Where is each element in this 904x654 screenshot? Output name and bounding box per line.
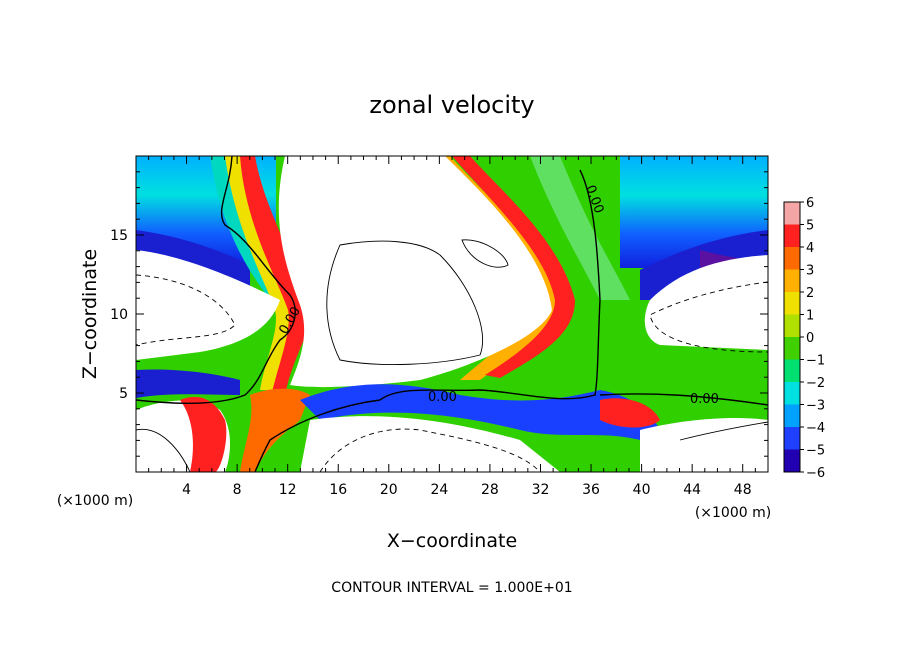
colorbar-label: 5 [806,219,814,234]
x-tick-label: 16 [329,482,347,498]
colorbar-swatch [784,292,800,315]
colorbar-swatch [784,337,800,360]
heatmap-field [136,156,768,472]
y-tick-label: 10 [110,307,128,323]
colorbar-label: 4 [806,241,814,256]
colorbar-swatch [784,404,800,428]
chart-title: zonal velocity [369,91,534,119]
contour-label-mid: 0.00 [428,390,457,405]
x-tick-label: 40 [633,482,651,498]
y-tick-label: 15 [110,228,128,244]
colorbar-swatch [784,269,800,293]
x-axis-label: X−coordinate [387,530,517,552]
colorbar-label: −5 [806,444,825,459]
dashed-contours [136,274,768,472]
x-tick-label: 28 [481,482,499,498]
colorbar-label: 3 [806,264,814,279]
x-tick-label: 4 [182,482,191,498]
colorbar-label: 1 [806,309,814,324]
contour-interval-footer: CONTOUR INTERVAL = 1.000E+01 [331,580,572,596]
x-tick-label: 48 [734,482,752,498]
colorbar-label: −4 [806,421,825,436]
x-tick-label: 32 [532,482,550,498]
colorbar-label: −1 [806,354,825,369]
colorbar-swatch [784,382,800,405]
y-axis-label: Z−coordinate [79,249,101,379]
colorbar-swatch [784,247,800,270]
colorbar-swatch [784,427,800,450]
x-tick-label: 24 [430,482,448,498]
colorbar-label: −2 [806,376,825,391]
x-tick-label: 44 [683,482,701,498]
x-axis: 4 8 12 16 20 24 28 32 36 40 44 48 [148,156,756,498]
x-tick-label: 36 [582,482,600,498]
colorbar-label: −3 [806,399,825,414]
x-tick-label: 12 [279,482,297,498]
colorbar-label: 2 [806,286,814,301]
contour-lines [136,156,768,472]
colorbar-label: 0 [806,331,814,346]
colorbar-swatch [784,224,800,248]
colorbar-swatch [784,449,800,473]
x-unit-left: (×1000 m) [57,493,133,509]
x-tick-label: 8 [233,482,242,498]
colorbar-swatch [784,314,800,338]
colorbar-label: −6 [806,466,825,481]
x-tick-label: 20 [380,482,398,498]
x-unit-right: (×1000 m) [695,505,771,521]
colorbar-label: 6 [806,196,814,211]
y-tick-label: 5 [119,386,128,402]
contour-label-right: 0.00 [690,392,719,407]
colorbar: 6 5 4 3 2 1 0 −1 −2 −3 −4 −5 −6 [783,196,825,481]
colorbar-swatch [784,202,800,225]
colorbar-swatch [784,359,800,383]
y-axis: 5 10 15 [110,171,768,457]
